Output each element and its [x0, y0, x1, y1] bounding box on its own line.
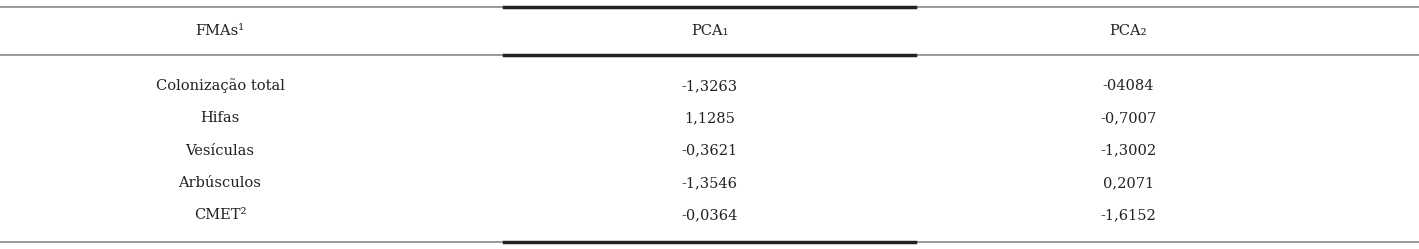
- Text: -1,3546: -1,3546: [681, 176, 738, 190]
- Text: -0,3621: -0,3621: [681, 144, 738, 158]
- Text: PCA₂: PCA₂: [1110, 24, 1147, 38]
- Text: PCA₁: PCA₁: [691, 24, 728, 38]
- Text: Hifas: Hifas: [200, 111, 240, 125]
- Text: -1,3002: -1,3002: [1100, 144, 1156, 158]
- Text: -0,7007: -0,7007: [1100, 111, 1156, 125]
- Text: Vesículas: Vesículas: [186, 144, 254, 158]
- Text: FMAs¹: FMAs¹: [196, 24, 244, 38]
- Text: 0,2071: 0,2071: [1103, 176, 1154, 190]
- Text: -0,0364: -0,0364: [681, 208, 738, 222]
- Text: -1,3263: -1,3263: [681, 79, 738, 93]
- Text: -1,6152: -1,6152: [1100, 208, 1156, 222]
- Text: Colonização total: Colonização total: [156, 78, 284, 93]
- Text: CMET²: CMET²: [194, 208, 245, 222]
- Text: 1,1285: 1,1285: [684, 111, 735, 125]
- Text: -04084: -04084: [1103, 79, 1154, 93]
- Text: Arbúsculos: Arbúsculos: [179, 176, 261, 190]
